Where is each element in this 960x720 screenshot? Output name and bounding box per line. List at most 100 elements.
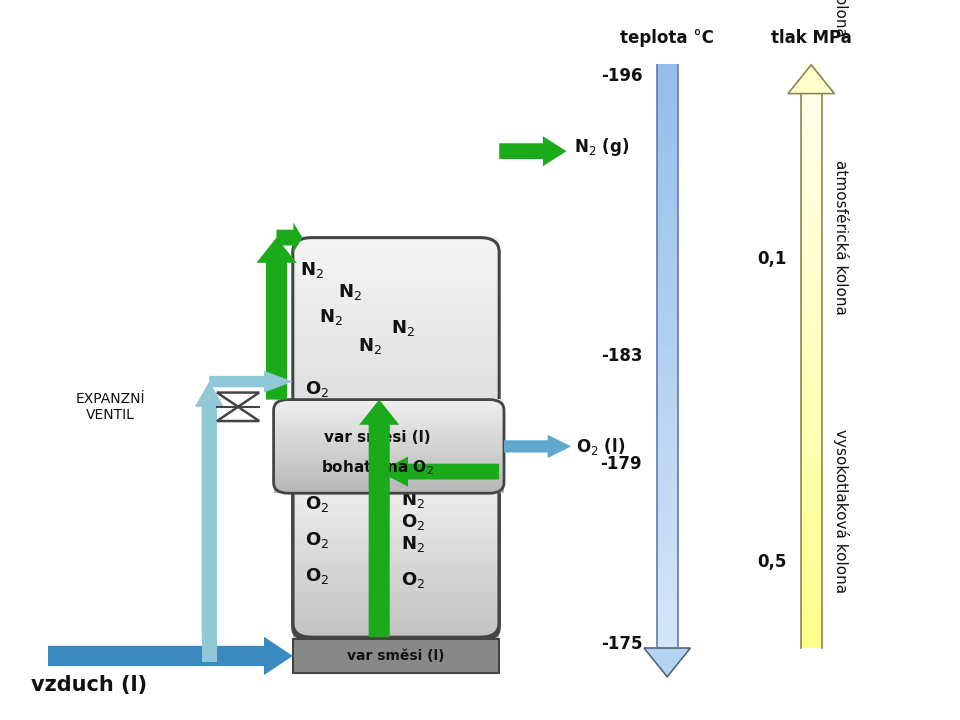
Text: vysokotlaková kolona: vysokotlaková kolona [833, 429, 850, 593]
Bar [293, 250, 499, 258]
Polygon shape [788, 65, 834, 94]
Bar [801, 190, 822, 201]
Bar [293, 450, 499, 457]
Bar [657, 113, 678, 123]
Bar [293, 403, 499, 410]
Bar [657, 181, 678, 191]
Bar [801, 113, 822, 123]
Bar [293, 575, 499, 580]
Bar [293, 477, 499, 484]
Bar [274, 433, 504, 437]
Polygon shape [217, 407, 259, 421]
Text: O$_2$: O$_2$ [304, 494, 329, 514]
Bar [801, 365, 822, 376]
Bar [801, 278, 822, 288]
Text: N$_2$: N$_2$ [401, 534, 424, 554]
Bar [657, 84, 678, 94]
Bar [657, 423, 678, 434]
Bar [657, 161, 678, 172]
Bar [293, 436, 499, 444]
Bar [274, 427, 504, 431]
Bar [801, 453, 822, 464]
Bar [293, 343, 499, 351]
Bar [801, 210, 822, 220]
Bar [657, 248, 678, 259]
Bar [657, 132, 678, 143]
Bar [293, 540, 499, 545]
Bar [293, 587, 499, 592]
Bar [293, 498, 499, 502]
Bar [293, 580, 499, 584]
Bar [657, 482, 678, 492]
Text: N$_2$: N$_2$ [392, 318, 415, 338]
Bar [293, 356, 499, 364]
Text: -175: -175 [601, 636, 642, 654]
Bar [801, 74, 822, 84]
Bar [657, 463, 678, 473]
Bar [657, 229, 678, 240]
Bar [293, 323, 499, 330]
Bar [801, 384, 822, 395]
Text: bohaté na O$_2$: bohaté na O$_2$ [321, 457, 434, 477]
Bar [801, 511, 822, 521]
Bar [293, 611, 499, 615]
Bar [293, 557, 499, 564]
Bar [293, 464, 499, 471]
Text: 0,1: 0,1 [756, 250, 786, 268]
Bar [657, 269, 678, 279]
Bar [293, 626, 499, 631]
Bar [293, 264, 499, 271]
Bar [801, 307, 822, 318]
Bar [293, 482, 499, 486]
Polygon shape [195, 382, 224, 637]
Bar [801, 423, 822, 434]
Text: vzduch (l): vzduch (l) [31, 675, 147, 695]
Bar [657, 93, 678, 104]
Text: O$_2$ (l): O$_2$ (l) [576, 436, 625, 457]
Bar [657, 550, 678, 560]
Bar [801, 492, 822, 503]
Bar [293, 556, 499, 560]
Bar [293, 493, 499, 498]
Bar [293, 563, 499, 570]
Bar [657, 570, 678, 580]
Bar [274, 430, 504, 434]
Bar [657, 638, 678, 648]
Text: var směsi (l): var směsi (l) [324, 430, 431, 444]
Bar [274, 436, 504, 440]
Bar [801, 501, 822, 512]
Bar [293, 552, 499, 557]
Bar [657, 220, 678, 230]
Bar [657, 122, 678, 132]
Bar [801, 84, 822, 94]
Polygon shape [256, 238, 297, 400]
Bar [293, 505, 499, 510]
Bar [293, 639, 499, 673]
Polygon shape [504, 435, 571, 458]
Bar [657, 200, 678, 210]
Bar [293, 614, 499, 619]
Text: var směsi (l): var směsi (l) [348, 649, 444, 663]
Bar [293, 517, 499, 521]
Text: O$_2$: O$_2$ [400, 512, 425, 532]
Bar [657, 444, 678, 454]
Bar [801, 521, 822, 531]
Bar [801, 540, 822, 551]
Bar [657, 414, 678, 424]
Bar [293, 456, 499, 464]
Bar [657, 501, 678, 512]
Bar [657, 356, 678, 366]
Text: N$_2$: N$_2$ [401, 490, 424, 510]
Bar [293, 577, 499, 584]
Bar [293, 497, 499, 504]
Bar [293, 536, 499, 544]
Bar [801, 248, 822, 259]
Bar [293, 567, 499, 572]
Bar [657, 384, 678, 395]
Bar [801, 395, 822, 405]
Bar [293, 364, 499, 371]
Bar [657, 210, 678, 220]
Bar [293, 623, 499, 631]
Text: N$_2$: N$_2$ [300, 260, 324, 280]
Bar [293, 390, 499, 397]
